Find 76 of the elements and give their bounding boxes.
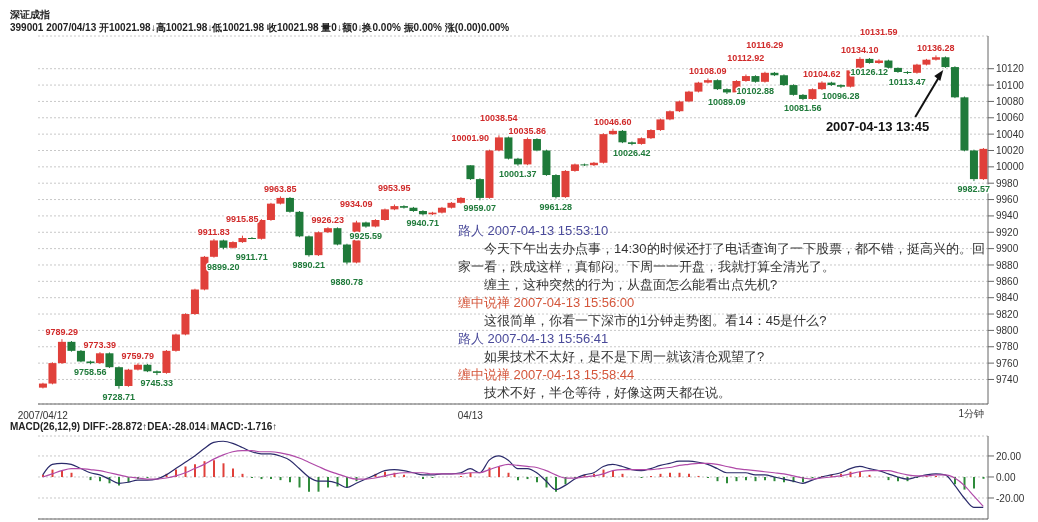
annotation: 10131.59 xyxy=(859,27,898,38)
y-tick-label: 9980 xyxy=(996,177,1019,189)
y-tick-label: 9800 xyxy=(996,324,1019,336)
y-tick-label: 0.00 xyxy=(996,471,1016,483)
annotation: 这很简单，你看一下深市的1分钟走势图。看14：45是什么? xyxy=(483,312,828,330)
y-tick-label: 9920 xyxy=(996,226,1019,238)
y-tick-label: 9780 xyxy=(996,341,1019,353)
y-tick-label: 10000 xyxy=(996,161,1025,173)
annotation: 9890.21 xyxy=(292,259,326,270)
annotation: 技术不好，半仓等待，好像这两天都在说。 xyxy=(483,384,732,402)
annotation: 10096.28 xyxy=(821,91,860,102)
annotation: 9911.71 xyxy=(235,252,268,263)
annotation: 2007-04-13 13:45 xyxy=(825,119,930,135)
y-tick-label: 9940 xyxy=(996,210,1019,222)
annotation: 9745.33 xyxy=(140,378,174,389)
y-tick-label: 20.00 xyxy=(996,450,1022,462)
annotation: 9963.85 xyxy=(263,184,297,195)
annotation: 10113.47 xyxy=(888,77,926,88)
y-tick-label: 9960 xyxy=(996,194,1019,206)
annotation: 如果技术不太好，是不是下周一就该清仓观望了? xyxy=(483,348,766,366)
annotation: 10038.54 xyxy=(479,113,518,124)
annotation: 10089.09 xyxy=(707,96,746,107)
annotation: 缠中说禅 2007-04-13 15:58:44 xyxy=(458,366,636,384)
y-tick-label: 10060 xyxy=(996,112,1025,124)
text: 1分钟 xyxy=(958,408,984,419)
annotation: 9880.78 xyxy=(330,277,364,288)
annotation: 10102.88 xyxy=(736,85,775,96)
annotation: 9953.95 xyxy=(377,182,411,193)
annotation: 今天下午出去办点事，14:30的时候还打了电话查询了一下股票，都不错，挺高兴的。回家一看，跌成这样，真郁闷。下周一一开盘，我就打算全清光了。 xyxy=(458,240,986,276)
annotation: 缠主，这种突然的行为，从盘面怎么能看出点先机? xyxy=(483,276,779,294)
chart-subtitle: 399001 2007/04/13 开10021.98↓高10021.98↓低10021.98 收10021.98 量0↓额0↓换0.00% 振0.00% 涨(0.00)0.00% xyxy=(10,21,510,35)
y-tick-label: 10100 xyxy=(996,79,1025,91)
annotation: 9959.07 xyxy=(463,203,497,214)
y-tick-label: 9860 xyxy=(996,275,1019,287)
annotation: 10112.92 xyxy=(727,52,765,63)
annotation: 10046.60 xyxy=(593,116,632,127)
annotation: 路人 2007-04-13 15:53:10 xyxy=(458,222,610,240)
annotation: 10081.56 xyxy=(783,103,822,114)
annotation: 10001.90 xyxy=(451,133,490,144)
annotation: 10136.28 xyxy=(916,43,955,54)
y-tick-label: 9840 xyxy=(996,292,1019,304)
annotation: 9982.57 xyxy=(957,184,991,195)
annotation: 9926.23 xyxy=(311,215,345,226)
x-tick-label: 04/13 xyxy=(457,410,484,422)
y-tick-label: 9900 xyxy=(996,243,1019,255)
y-tick-label: 10020 xyxy=(996,145,1025,157)
annotation: 9934.09 xyxy=(339,198,373,209)
chart-title: MACD(26,12,9) DIFF:-28.872↑DEA:-28.014↓MACD:-1.716↑ xyxy=(10,421,278,432)
annotation: 9940.71 xyxy=(406,218,440,229)
annotation: 缠中说禅 2007-04-13 15:56:00 xyxy=(458,294,636,312)
annotation: 10116.29 xyxy=(746,39,784,50)
annotation: 9911.83 xyxy=(197,226,230,237)
annotation: 10108.09 xyxy=(688,66,727,77)
y-tick-label: 9760 xyxy=(996,357,1019,369)
annotation: 9773.39 xyxy=(83,340,117,351)
y-tick-label: 9740 xyxy=(996,374,1019,386)
annotation: 10035.86 xyxy=(508,125,547,136)
annotation: 9759.79 xyxy=(121,351,155,362)
y-tick-label: 10080 xyxy=(996,95,1025,107)
annotation: 9915.85 xyxy=(225,213,259,224)
chart-title: 深证成指 xyxy=(10,8,50,22)
y-tick-label: 10120 xyxy=(996,63,1025,75)
annotation: 10134.10 xyxy=(840,45,879,56)
x-tick-label: 2007/04/12 xyxy=(17,410,69,422)
y-tick-label: -20.00 xyxy=(996,492,1025,504)
y-tick-label: 10040 xyxy=(996,128,1025,140)
annotation: 10001.37 xyxy=(498,168,537,179)
annotation: 10104.62 xyxy=(802,69,841,80)
y-tick-label: 9880 xyxy=(996,259,1019,271)
annotation: 9728.71 xyxy=(102,391,136,402)
annotation: 9758.56 xyxy=(73,367,107,378)
annotation: 9961.28 xyxy=(539,201,573,212)
annotation: 9789.29 xyxy=(45,327,79,338)
annotation: 10026.42 xyxy=(612,148,651,159)
annotation: 路人 2007-04-13 15:56:41 xyxy=(458,330,610,348)
y-tick-label: 9820 xyxy=(996,308,1019,320)
